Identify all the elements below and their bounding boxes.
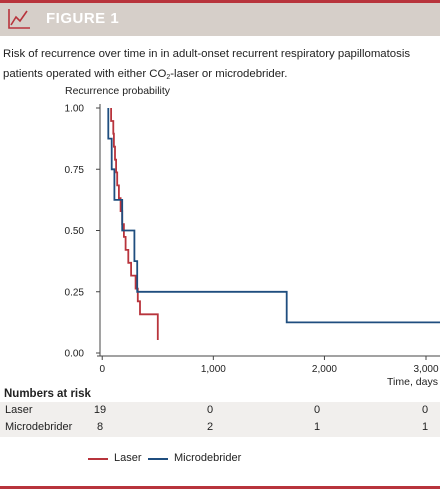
risk-row-laser: Laser 19 0 0 0: [0, 402, 440, 420]
risk-cell: 8: [96, 421, 104, 433]
y-tick-label: 0.25: [65, 287, 85, 298]
risk-cell: 0: [421, 404, 429, 416]
bottom-rule: [0, 486, 440, 489]
series-line-microdebrider: [107, 108, 440, 324]
legend-swatch-microdebrider: [148, 458, 168, 460]
x-tick-label: 2,000: [312, 364, 337, 375]
caption-subscript: 2: [166, 74, 171, 81]
risk-cell: 0: [206, 404, 214, 416]
caption-text: Risk of recurrence over time in in adult…: [3, 48, 411, 80]
risk-cell: 2: [206, 421, 214, 433]
y-axis-title: Recurrence probability: [65, 85, 171, 97]
top-rule: [0, 0, 440, 3]
risk-cell: 0: [313, 404, 321, 416]
risk-row-microdebrider: Microdebrider 8 2 1 1: [0, 419, 440, 437]
x-axis-title: Time, days: [387, 376, 438, 388]
y-tick-label: 1.00: [65, 104, 85, 115]
figure-banner: FIGURE 1: [0, 3, 440, 36]
figure-caption: Risk of recurrence over time in in adult…: [3, 44, 437, 88]
series-line-laser: [110, 108, 159, 340]
legend-swatch-laser: [88, 458, 108, 460]
axes: 0.00 0.25 0.50 0.75 1.00 0 1,000 2,000 3,000 Recu…: [65, 85, 440, 388]
line-chart-icon: [8, 9, 30, 29]
legend-label: Laser: [114, 452, 142, 464]
risk-table-title: Numbers at risk: [4, 388, 91, 400]
x-tick-label: 0: [99, 364, 105, 375]
y-tick-label: 0.00: [65, 349, 85, 360]
series-layer: [107, 108, 440, 340]
risk-cell: 19: [93, 404, 107, 416]
legend-label: Microdebrider: [174, 452, 242, 464]
caption-text-end: -laser or microdebrider.: [170, 68, 288, 80]
y-tick-label: 0.75: [65, 165, 85, 176]
risk-row-label: Microdebrider: [5, 421, 73, 433]
risk-cell: 1: [421, 421, 429, 433]
x-tick-label: 3,000: [413, 364, 438, 375]
km-chart: 0.00 0.25 0.50 0.75 1.00 0 1,000 2,000 3,000 Recu…: [65, 85, 440, 388]
figure-label: FIGURE 1: [46, 10, 120, 27]
x-tick-label: 1,000: [201, 364, 226, 375]
risk-row-label: Laser: [5, 404, 33, 416]
risk-cell: 1: [313, 421, 321, 433]
y-tick-label: 0.50: [65, 226, 85, 237]
